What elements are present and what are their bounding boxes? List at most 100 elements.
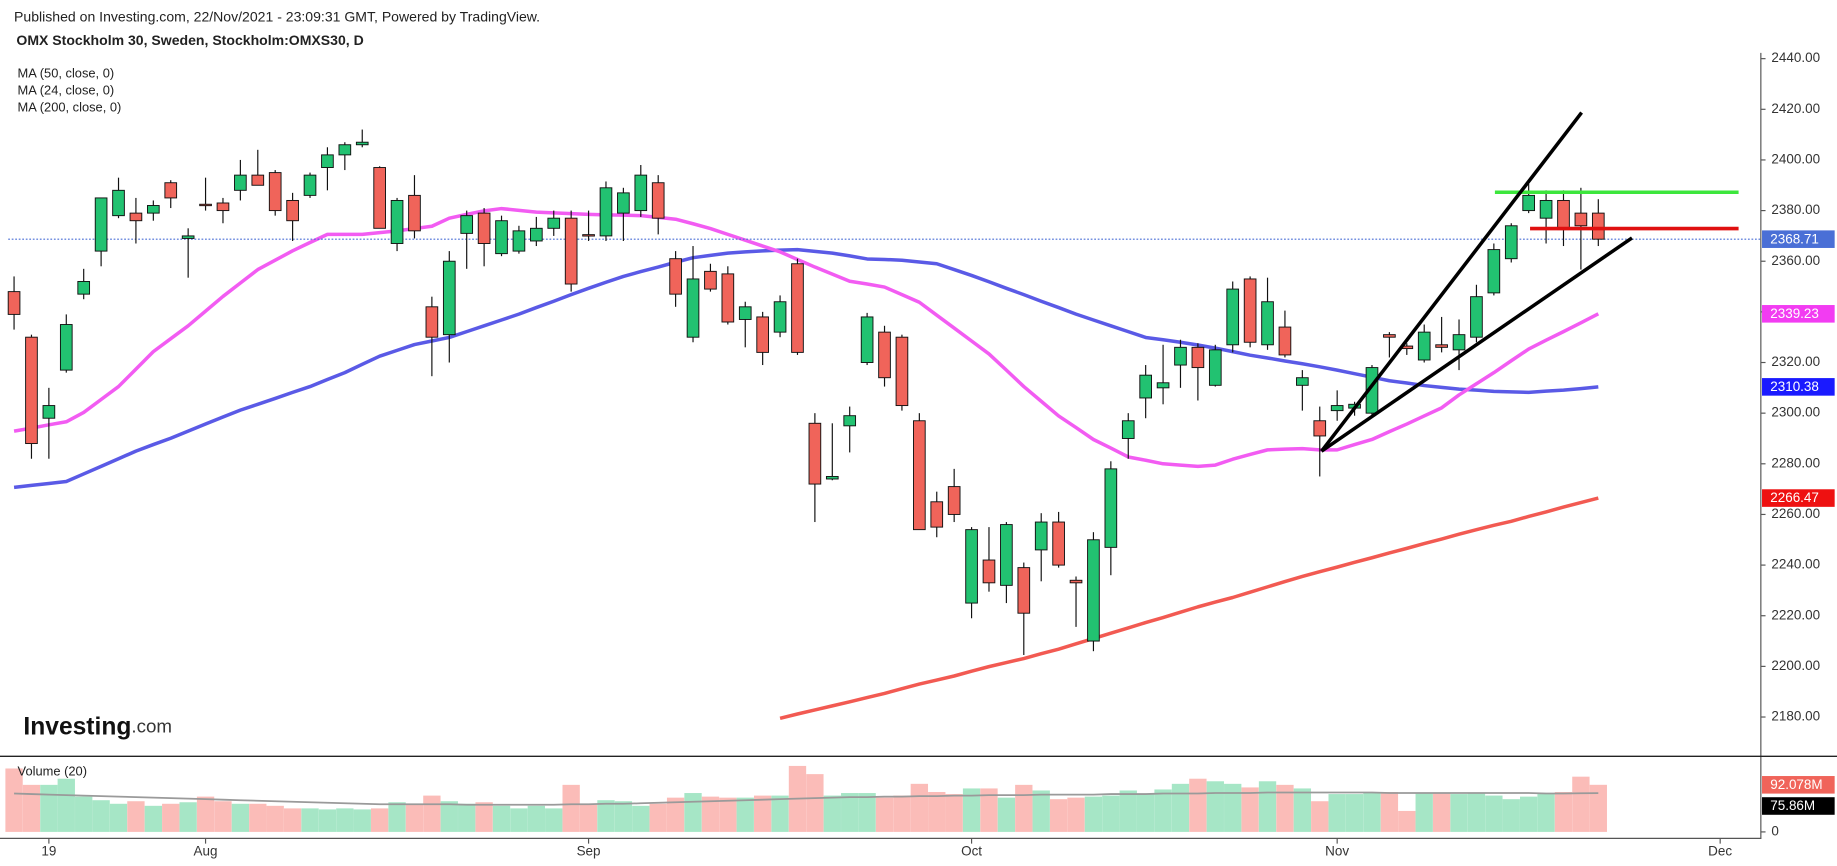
- candle-body: [1174, 346, 1187, 366]
- candle-body: [147, 205, 160, 214]
- candle-body: [860, 316, 874, 363]
- volume-bar: [701, 796, 720, 832]
- x-tick-label: Nov: [1325, 843, 1349, 858]
- candle-body: [1000, 524, 1013, 586]
- candle-body: [1591, 212, 1605, 240]
- trend-line: [1320, 236, 1633, 453]
- y-tick-label: 2440.00: [1771, 50, 1820, 65]
- volume-last-value-box: [1762, 776, 1835, 794]
- volume-average-last-value: 75.86M: [1770, 798, 1815, 813]
- candle-body: [442, 260, 456, 336]
- volume-bar: [684, 793, 702, 832]
- legend-entry: MA (24, close, 0): [18, 82, 115, 97]
- volume-bar: [405, 803, 424, 832]
- candle-body: [1383, 334, 1396, 338]
- trend-line: [1320, 111, 1583, 453]
- x-tick-label: Oct: [961, 843, 982, 858]
- candle-body: [756, 316, 769, 353]
- volume-bar: [1415, 793, 1433, 832]
- legend-entry: MA (200, close, 0): [18, 99, 122, 114]
- candle-body: [373, 167, 386, 229]
- candle-body: [1226, 288, 1240, 346]
- candle-body: [669, 258, 682, 295]
- y-tick-label: 2240.00: [1771, 557, 1820, 572]
- plot-area: [5, 129, 1761, 832]
- volume-bar: [962, 788, 981, 832]
- volume-bar: [144, 805, 163, 832]
- candle-body: [94, 197, 108, 252]
- volume-bar: [1520, 796, 1538, 832]
- candle-body: [59, 324, 73, 371]
- volume-bar: [75, 796, 93, 832]
- volume-bar: [910, 783, 929, 832]
- volume-bar: [1241, 787, 1259, 832]
- candle-body: [930, 501, 944, 528]
- series-last-value-box: [1762, 378, 1835, 396]
- volume-bar: [736, 797, 754, 832]
- volume-bar: [841, 793, 859, 832]
- volume-bar: [1206, 781, 1224, 832]
- candle-body: [965, 529, 978, 604]
- volume-title: Volume (20): [18, 764, 87, 779]
- candle-body: [425, 306, 439, 338]
- candle-body: [1452, 334, 1466, 351]
- x-tick-label: Aug: [194, 843, 218, 858]
- candle-body: [530, 227, 543, 242]
- logo: Investing.com: [23, 713, 172, 740]
- volume-bar: [666, 797, 685, 832]
- last-price-value: 2368.71: [1770, 231, 1819, 246]
- volume-bar: [1119, 790, 1137, 832]
- volume-bar: [510, 808, 528, 832]
- candle-body: [1104, 468, 1118, 548]
- candle-body: [808, 422, 822, 485]
- last-price-value-box: [1762, 230, 1835, 248]
- volume-bar: [179, 802, 197, 832]
- logo-name: Investing: [23, 713, 131, 740]
- candle-body: [460, 215, 474, 234]
- candle-body: [181, 235, 195, 239]
- candle-body: [1261, 301, 1274, 346]
- volume-bar: [806, 774, 824, 832]
- volume-bar: [753, 795, 772, 832]
- candle-body: [704, 270, 717, 290]
- volume-bar: [1049, 799, 1068, 832]
- candle-body: [982, 559, 996, 584]
- volume-bar: [22, 784, 41, 832]
- y-tick-label: 2280.00: [1771, 455, 1820, 470]
- volume-bar: [249, 803, 267, 832]
- volume-bar: [1432, 793, 1451, 832]
- volume-bar: [127, 801, 145, 832]
- volume-bar: [1032, 790, 1050, 832]
- series-last-value: 2339.23: [1770, 306, 1819, 321]
- volume-bar: [1224, 783, 1242, 832]
- volume-bar: [1363, 793, 1381, 832]
- volume-bar: [1554, 792, 1573, 832]
- series-last-value: 2310.38: [1770, 379, 1819, 394]
- y-tick-label: 2320.00: [1771, 354, 1820, 369]
- candle-body: [512, 230, 526, 252]
- y-tick-label: 2400.00: [1771, 152, 1820, 167]
- candle-body: [1522, 194, 1535, 212]
- volume-bar: [1154, 789, 1172, 832]
- volume-bar: [40, 784, 58, 832]
- volume-bar: [1467, 793, 1486, 832]
- volume-bar: [57, 778, 75, 832]
- candle-body: [1087, 539, 1100, 642]
- candle-body: [1052, 521, 1065, 566]
- series-last-value-box: [1762, 489, 1835, 507]
- volume-bar: [370, 808, 389, 832]
- candle-body: [251, 174, 265, 186]
- volume-bar: [1345, 794, 1364, 832]
- candle-body: [1278, 326, 1292, 356]
- series-last-value-box: [1762, 305, 1835, 323]
- candle-body: [1191, 346, 1205, 369]
- candle-body: [1539, 199, 1553, 219]
- volume-bar: [1450, 794, 1468, 832]
- y-tick-label: 2300.00: [1771, 405, 1820, 420]
- candle-body: [825, 475, 839, 480]
- volume-bar: [423, 795, 441, 832]
- volume-bar: [1258, 781, 1277, 832]
- volume-bar: [353, 809, 371, 832]
- volume-bar: [214, 801, 232, 832]
- volume-bar: [196, 796, 215, 832]
